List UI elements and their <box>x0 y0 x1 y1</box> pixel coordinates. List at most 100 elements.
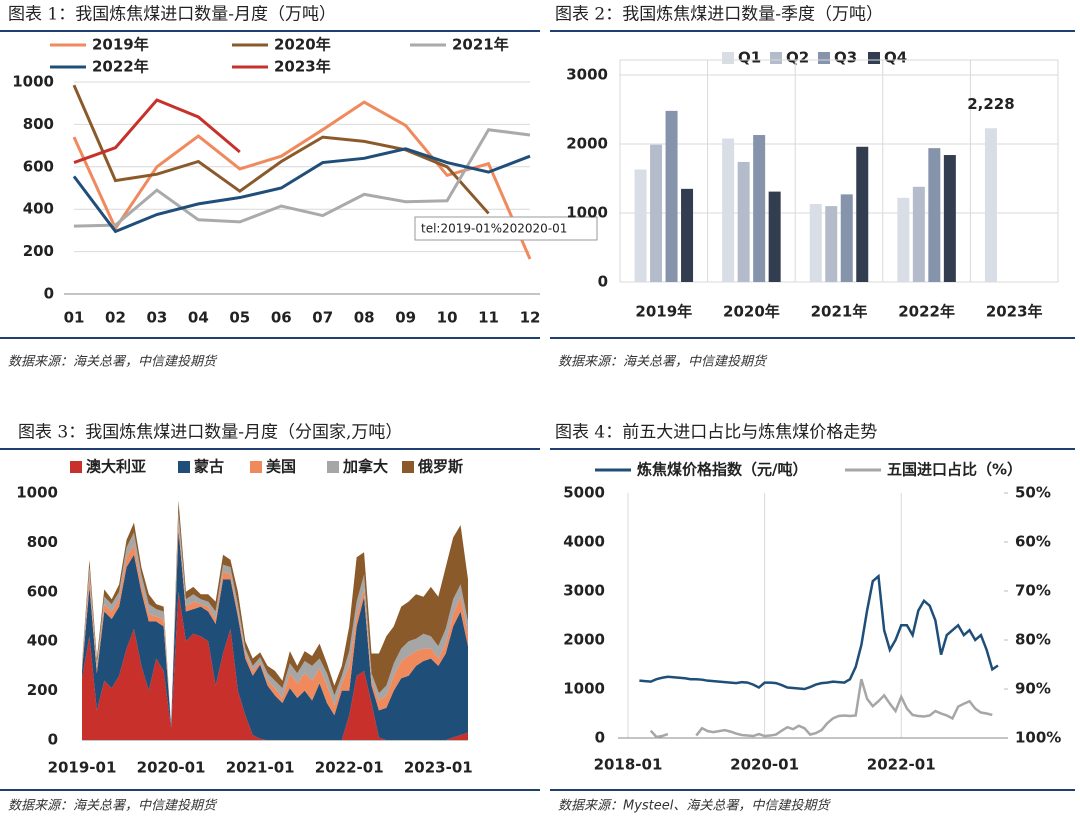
y2-tick-label: 60% <box>1015 533 1051 551</box>
y-tick-label: 200 <box>23 242 54 260</box>
x-tick-label: 2022年 <box>898 303 955 321</box>
bar <box>681 188 694 282</box>
x-tick-label: 05 <box>229 309 250 327</box>
bar <box>943 155 956 282</box>
legend-swatch <box>868 52 880 64</box>
x-tick-label: 2023-01 <box>404 759 473 777</box>
y-tick-label: 3000 <box>563 582 605 600</box>
tooltip-box <box>414 216 598 241</box>
legend-label: 炼焦煤价格指数（元/吨） <box>637 461 807 479</box>
bar <box>650 144 663 282</box>
plot-frame <box>619 59 1059 283</box>
legend-label: 美国 <box>266 458 296 476</box>
bar <box>753 135 766 282</box>
y-tick-label: 0 <box>44 285 54 303</box>
tooltip: tel:2019-01%202020-01 <box>421 222 567 236</box>
legend-label: 五国进口占比（%） <box>887 461 1022 479</box>
bar <box>825 206 838 282</box>
x-tick-label: 2019-01 <box>48 759 117 777</box>
area <box>82 500 468 726</box>
y-tick-label: 2000 <box>563 631 605 649</box>
y-tick-label: 600 <box>23 157 54 175</box>
legend-swatch <box>178 461 190 473</box>
source: 数据来源：海关总署，中信建投期货 <box>8 799 218 814</box>
x-tick-label: 2021-01 <box>226 759 295 777</box>
line <box>72 147 531 234</box>
y-tick-label: 0 <box>598 273 608 291</box>
x-tick-label: 2023年 <box>986 303 1043 321</box>
bar <box>722 138 735 282</box>
legend-label: Q4 <box>884 49 907 67</box>
line <box>72 84 490 215</box>
chart-title: 图表 1：我国炼焦煤进口数量-月度（万吨） <box>8 5 336 25</box>
legend-label: 2021年 <box>452 36 509 54</box>
y-tick-label: 800 <box>23 115 54 133</box>
y-tick-label: 1000 <box>16 484 58 502</box>
y-tick-label: 3000 <box>566 66 608 84</box>
legend-label: 2019年 <box>92 36 149 54</box>
y2-tick-label: 80% <box>1015 631 1051 649</box>
x-tick-label: 07 <box>312 309 333 327</box>
chart-title: 图表 3：我国炼焦煤进口数量-月度（分国家,万吨） <box>18 423 402 443</box>
area <box>82 530 468 740</box>
bar <box>809 204 822 282</box>
legend-swatch <box>327 461 339 473</box>
x-tick-label: 10 <box>437 309 458 327</box>
y-tick-label: 1000 <box>563 680 605 698</box>
x-tick-label: 2022-01 <box>867 756 936 774</box>
chart-title: 图表 4：前五大进口占比与炼焦煤价格走势 <box>555 423 877 443</box>
y-tick-label: 800 <box>27 533 58 551</box>
x-tick-label: 01 <box>64 309 85 327</box>
bar <box>856 146 869 282</box>
chart-title: 图表 2：我国炼焦煤进口数量-季度（万吨） <box>555 5 883 25</box>
legend-label: 2022年 <box>92 58 149 76</box>
x-tick-label: 2018-01 <box>594 756 663 774</box>
x-tick-label: 04 <box>188 309 209 327</box>
y-tick-label: 0 <box>48 731 58 749</box>
bar <box>634 169 647 282</box>
source: 数据来源：海关总署，中信建投期货 <box>558 355 768 370</box>
legend-label: 2023年 <box>274 58 331 76</box>
y-tick-label: 600 <box>27 582 58 600</box>
bar <box>912 186 925 282</box>
x-tick-label: 2021年 <box>811 303 868 321</box>
legend-label: 2020年 <box>274 36 331 54</box>
legend-swatch <box>722 52 734 64</box>
x-tick-label: 2019年 <box>635 303 692 321</box>
legend-swatch <box>70 461 82 473</box>
line <box>649 678 993 739</box>
y2-tick-label: 100% <box>1015 729 1061 747</box>
y-tick-label: 2000 <box>566 135 608 153</box>
bar <box>768 191 781 282</box>
y-tick-label: 1000 <box>566 204 608 222</box>
bar <box>928 148 941 282</box>
x-tick-label: 11 <box>478 309 499 327</box>
y2-tick-label: 50% <box>1015 484 1051 502</box>
y2-tick-label: 90% <box>1015 680 1051 698</box>
area <box>82 512 468 726</box>
y-tick-label: 0 <box>595 729 605 747</box>
bar <box>984 128 997 282</box>
data-label: 2,228 <box>967 95 1014 113</box>
y-tick-label: 200 <box>27 681 58 699</box>
source: 数据来源：Mysteel、海关总署，中信建投期货 <box>558 799 831 814</box>
line <box>73 128 531 228</box>
x-tick-label: 09 <box>395 309 416 327</box>
x-tick-label: 02 <box>105 309 126 327</box>
x-tick-label: 2020年 <box>723 303 780 321</box>
bar <box>897 197 910 282</box>
legend-swatch <box>818 52 830 64</box>
x-tick-label: 2022-01 <box>315 759 384 777</box>
x-tick-label: 03 <box>146 309 167 327</box>
y-tick-label: 1000 <box>12 73 54 91</box>
legend-label: 俄罗斯 <box>417 458 463 476</box>
y2-tick-label: 70% <box>1015 582 1051 600</box>
legend-swatch <box>402 461 414 473</box>
legend-label: Q1 <box>738 49 761 67</box>
legend-label: 澳大利亚 <box>86 458 146 476</box>
y-tick-label: 5000 <box>563 484 605 502</box>
bar <box>840 194 853 282</box>
bar <box>665 110 678 282</box>
line <box>639 573 999 691</box>
